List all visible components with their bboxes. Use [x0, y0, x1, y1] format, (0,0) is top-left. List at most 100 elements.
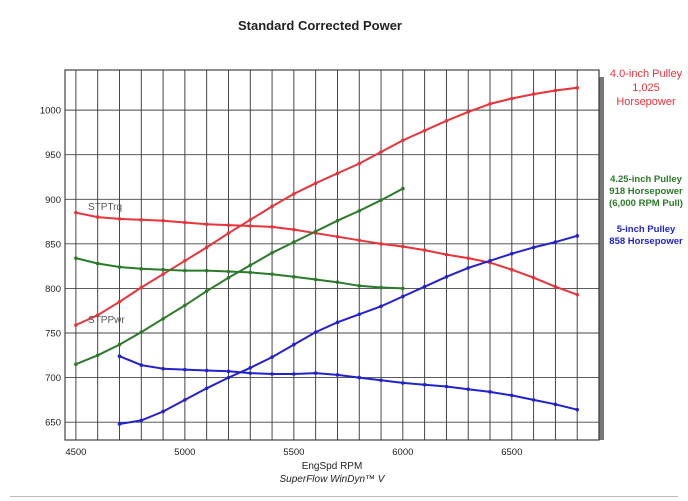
series-2-torque-point — [117, 354, 122, 358]
series-2-torque-point — [248, 371, 253, 375]
y-tick-label: 900 — [45, 195, 61, 206]
series-0-power-point — [292, 192, 296, 196]
series-1-torque-point — [204, 268, 209, 273]
series-0-torque-point — [204, 222, 209, 227]
series-2-torque-line — [119, 355, 578, 411]
series-1-torque-point — [117, 265, 122, 269]
series-1-power-point — [270, 250, 274, 255]
series-2-torque-point — [183, 367, 187, 372]
series-1-torque-point — [139, 267, 144, 271]
y-tick-labels: 650 700 750 800 850 900 950 1000 — [40, 106, 61, 429]
series-1-power-point — [117, 342, 122, 347]
power-curve-label: STPPwr — [88, 315, 125, 326]
series-1-torque-point — [226, 269, 231, 274]
series-1-torque-point — [292, 275, 296, 279]
series-0-torque-point — [531, 275, 536, 280]
series-0-power-point — [575, 86, 580, 90]
series-0-power-point — [117, 300, 122, 304]
series-2-power-point — [553, 240, 558, 244]
series-1-power-point — [183, 303, 187, 308]
y-tick-label: 950 — [45, 150, 61, 161]
series-2-torque-point — [488, 390, 492, 394]
y-tick-label: 700 — [45, 373, 61, 384]
series-0-torque-point — [248, 224, 253, 228]
torque-curve-label: STPTrq — [88, 202, 122, 213]
x-tick-label: 5000 — [174, 447, 195, 458]
series-1-power-point — [248, 263, 253, 268]
series-1-power-point — [401, 186, 405, 191]
series-0-torque-point — [553, 284, 558, 289]
series-2-power-point — [510, 251, 514, 256]
series-0-torque-point — [357, 238, 362, 243]
series-0-power-point — [226, 231, 231, 235]
series-2-torque-point — [292, 372, 296, 376]
series-2-torque-point — [401, 381, 405, 385]
annotation-5in-pulley: 5-inch Pulley 858 Horsepower — [604, 224, 688, 248]
series-0-power-point — [204, 245, 209, 250]
series-0-torque-point — [95, 215, 100, 219]
series-2-power-point — [422, 284, 427, 289]
series-0-torque-point — [74, 210, 78, 215]
y-tick-label: 1000 — [40, 106, 61, 117]
x-tick-label: 4500 — [65, 447, 86, 458]
series-1-torque-point — [270, 272, 274, 276]
series-2-torque-point — [575, 407, 580, 412]
series-2-power-point — [161, 409, 165, 414]
series-1-power-point — [226, 275, 231, 280]
series-1-torque-point — [313, 277, 318, 282]
series-2-torque-point — [139, 363, 144, 367]
series-1-torque-point — [74, 256, 78, 260]
series-2-power-point — [401, 294, 405, 299]
series-0-torque-point — [422, 248, 427, 252]
series-0-power-point — [357, 161, 362, 166]
x-axis-label: EngSpd RPM — [302, 461, 363, 472]
series-0-power-point — [161, 272, 165, 276]
series-0-torque-point — [117, 217, 122, 221]
series-2-power-point — [117, 422, 122, 426]
series-2-power-point — [531, 245, 536, 250]
annotation-line: 4.25-inch Pulley — [610, 174, 682, 185]
series-0-power-point — [553, 88, 558, 93]
series-1-power-point — [74, 362, 78, 367]
series-0-torque-point — [183, 220, 187, 225]
series-0-torque-point — [335, 234, 340, 239]
series-0-power-line — [75, 86, 578, 326]
series-0-power-point — [95, 313, 100, 317]
series-2-power-point — [183, 398, 187, 402]
series-1-torque-point — [161, 267, 165, 272]
series-2-torque-point — [510, 393, 514, 398]
series-1-torque-point — [183, 268, 187, 273]
series-2-power-point — [270, 355, 274, 359]
annotation-line: 918 Horsepower — [609, 185, 683, 197]
series-2-power-point — [575, 234, 580, 238]
annotation-4in-pulley: 4.0-inch Pulley 1,025 Horsepower — [604, 68, 688, 109]
series-0-torque-point — [270, 225, 274, 229]
series-0-power-point — [270, 204, 274, 209]
series-2-power-line — [119, 234, 578, 425]
plot-frame — [64, 69, 600, 441]
chart-footer: SuperFlow WinDyn™ V — [280, 474, 386, 485]
series-0-power-point — [401, 138, 405, 143]
series-2-torque-point — [226, 369, 231, 374]
series-1-power-point — [95, 353, 100, 358]
annotation-line: Horsepower — [616, 95, 676, 108]
series-0-power-point — [335, 171, 340, 176]
series-1-power-point — [139, 330, 144, 334]
series-0-power-point — [379, 150, 383, 154]
series-0-torque-point — [226, 223, 231, 227]
series-2-torque-point — [313, 371, 318, 375]
series-2-power-point — [466, 266, 471, 270]
annotation-line: (6,000 RPM Pull) — [609, 197, 683, 209]
series-1-torque-line — [75, 257, 403, 290]
series-0-power-point — [139, 285, 144, 290]
series-2-torque-point — [531, 398, 536, 402]
series-0-power-point — [488, 102, 492, 106]
series-2-power-point — [248, 365, 253, 370]
x-tick-label: 6500 — [501, 447, 522, 458]
y-tick-label: 800 — [45, 284, 61, 295]
series-1-torque-point — [335, 280, 340, 284]
series-2-power-point — [335, 320, 340, 325]
series-0-power-point — [313, 181, 318, 186]
series-1-torque-point — [379, 285, 383, 290]
series-2-power-point — [357, 312, 362, 317]
